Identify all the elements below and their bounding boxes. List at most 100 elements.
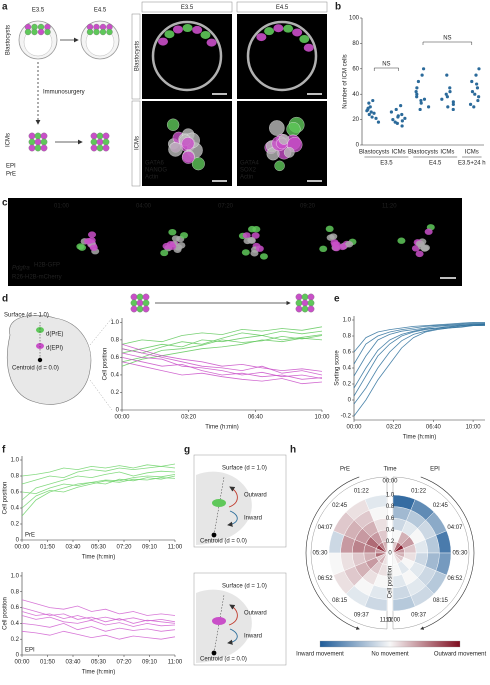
x-tick-label: 05:30 [91,660,107,666]
y-tick-label: 0.2 [111,390,120,396]
y-tick-label: 0.4 [11,506,20,512]
point [400,119,404,123]
cell [295,305,303,313]
cell [130,299,138,307]
distance-line [213,594,225,654]
group-label: E3.5 [380,161,393,167]
nucleus [166,240,175,248]
series-line [353,324,486,405]
point [445,73,449,77]
nucleus [299,35,310,44]
cell [106,28,113,36]
time-label: 06:52 [447,576,463,582]
nucleus [241,249,250,256]
nucleus [303,43,314,52]
x-tick-label: 09:10 [142,660,158,666]
nucleus [278,134,290,145]
time-label: 04:00 [136,204,152,210]
colorbar [319,640,461,648]
cell [136,299,144,307]
time-label: 01:22 [354,489,370,495]
series-line [21,463,176,477]
outward-arrow [228,604,238,626]
reporter-label: R26-H2B-mCherry [12,275,62,281]
stage-label: E4.5 [94,8,107,14]
cell [102,132,110,140]
x-tick-label: 06:40 [248,415,264,421]
series-line [21,630,176,640]
schematic-label: Inward [244,516,262,522]
cell [142,305,150,313]
cell [96,138,104,146]
group-label: E4.5 [429,161,442,167]
y-tick-label: 60 [352,66,359,72]
nucleus [269,120,285,136]
row-header: Blastocysts [135,41,141,71]
radial-tick-label: 0.6 [386,516,395,522]
nucleus [84,238,93,245]
reporter-sup: H2B-GFP [34,263,60,269]
point [365,109,369,113]
x-tick-label: Blastocysts [359,150,389,156]
point [475,86,480,90]
series-line [21,474,176,517]
point [415,92,419,96]
centroid [211,532,217,538]
x-tick-label: 00:00 [14,660,30,666]
point [448,86,452,90]
cell [34,132,42,140]
point [391,118,395,122]
nucleus [182,24,193,33]
column-header-box [236,1,328,13]
cell [307,305,315,313]
x-tick-label: 03:20 [386,425,402,431]
schematic-label: Surface (d = 1.0) [222,584,267,590]
cell-blob [196,589,252,663]
y-tick-label: 20 [352,117,359,123]
series-label: PrE [25,533,35,539]
cell [37,28,45,36]
point [468,102,473,106]
nucleus [255,245,264,252]
radial-axis-label: Cell position [388,566,394,599]
stain-label: GATA6 [145,161,164,167]
point [415,86,419,90]
row-label: ICMs [6,133,12,147]
row-header-box [131,13,141,100]
cell [301,305,309,313]
cell [212,499,226,507]
nucleus [181,151,195,164]
series-line [121,334,323,354]
y-axis-label: Number of ICM cells [343,54,349,108]
nucleus [286,122,301,137]
nucleus [247,236,256,244]
y-tick-label: 0 [16,653,20,659]
schematic-label: Surface (d = 1.0) [4,313,49,319]
stage-label: E3.5 [32,8,45,14]
distance-line [213,476,225,536]
series-line [353,323,485,377]
heat-cell [392,595,416,612]
row-header: ICMs [135,136,141,150]
heat-cell [364,595,388,612]
nucleus [252,226,261,233]
time-label: 08:15 [433,598,449,604]
cell [212,617,226,625]
stain-label: SOX2 [240,168,257,174]
nucleus [273,24,284,33]
x-tick-label: ICMs [440,150,454,156]
annotation: NS [382,62,390,68]
nucleus [329,233,338,240]
colorbar-label: No movement [371,652,409,658]
point [376,120,381,124]
y-axis-label: Cell position [103,348,109,381]
point [418,107,422,112]
inward-arrow [227,510,238,527]
y-tick-label: 0.4 [111,373,120,379]
nucleus [338,243,347,251]
x-tick-label: 10:00 [466,425,482,431]
x-axis-label: Time (h:min) [82,555,115,561]
cell [301,293,309,301]
y-tick-label: 0.2 [11,522,20,528]
nucleus [345,241,354,248]
